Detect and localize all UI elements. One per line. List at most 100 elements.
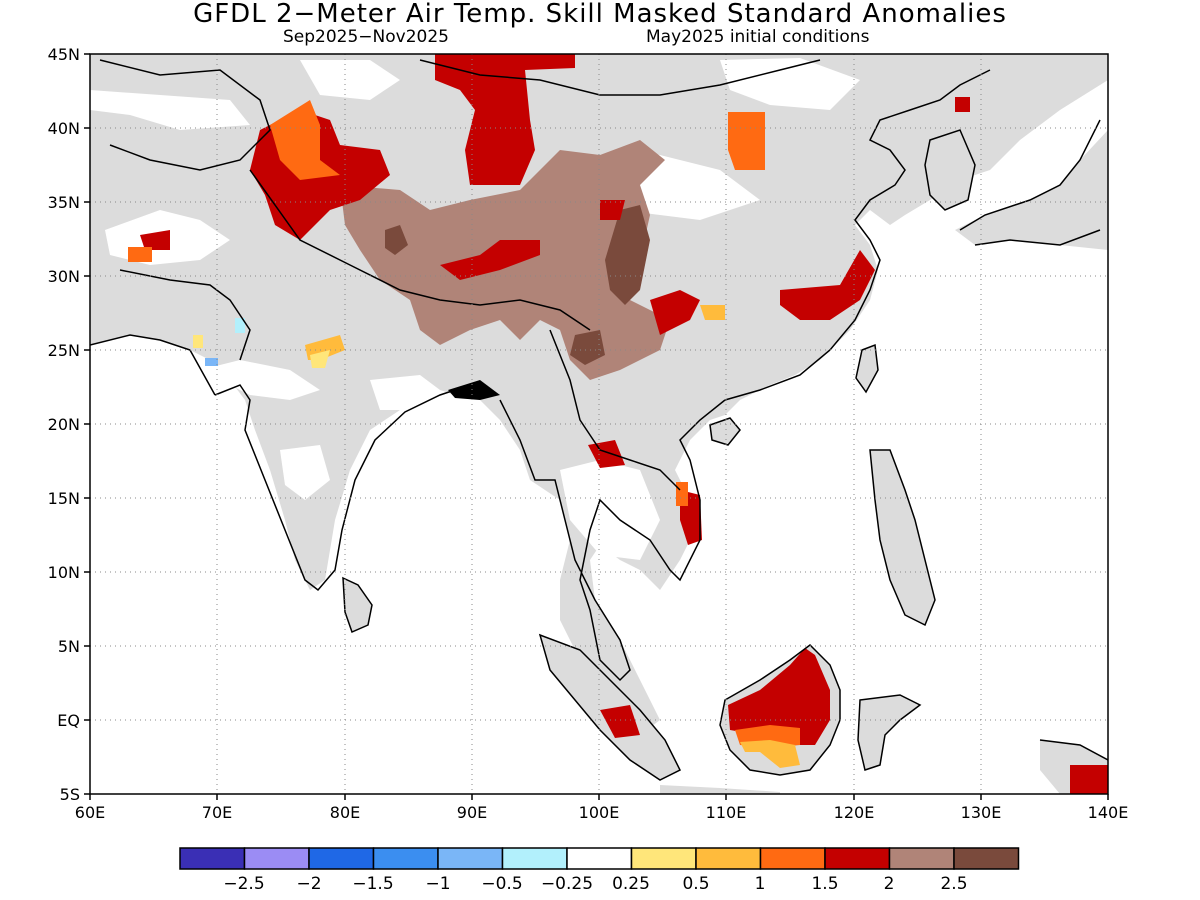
colorbar-swatch [695,847,762,870]
lon-tick-label: 70E [202,803,232,822]
colorbar-label: −1.5 [352,874,393,894]
patch-south-india [280,445,330,500]
anomaly-korea-2 [955,97,970,112]
coast-philippines [869,449,936,627]
colorbar-swatches [179,847,1020,870]
anomaly-pamir-1_5 [270,100,340,180]
lon-tick-label: 90E [457,803,487,822]
lon-tick-marks [89,794,1109,800]
colorbar-swatch [888,847,955,870]
anomaly-nepal-2 [440,240,540,280]
colorbar-swatch [759,847,826,870]
land-taiwan [856,345,878,392]
lat-tick-label: 30N [48,267,80,286]
ganges-delta [448,380,500,400]
coast-taiwan [855,343,879,394]
anomaly-southchina-2 [780,250,875,320]
patch-kazakh [300,60,400,100]
lat-tick-label: 45N [48,45,80,64]
patch-india-west [200,360,320,400]
anomaly-borneo-2 [728,648,830,745]
coastlines [90,59,1108,781]
lat-tick-label: EQ [57,711,80,730]
anomaly-mongolia-1_5 [728,112,765,170]
patch-india-east [370,375,440,410]
anomaly-gujarat-neg [205,358,218,366]
map-title: GFDL 2−Meter Air Temp. Skill Masked Stan… [193,0,1007,29]
land-java [660,785,780,794]
colorbar-label: −2 [296,874,321,894]
colorbar-label: 2.5 [940,874,967,894]
lat-tick-label: 40N [48,119,80,138]
lat-tick-marks [84,53,90,795]
anomaly-dark-west [385,225,408,255]
lat-tick-label: 10N [48,563,80,582]
coast-indochina [499,399,726,682]
lon-tick-label: 130E [961,803,1002,822]
anomaly-sumatra-2 [600,705,640,738]
coast-japan [959,119,1101,231]
grid-lines [90,54,1108,794]
coast-sulawesi [857,694,922,771]
anomaly-dark-tibet [605,205,650,305]
colorbar-label: 0.5 [682,874,709,894]
anomaly-tarim-2 [435,54,575,185]
season-label: Sep2025−Nov2025 [283,27,449,47]
lat-tick-label: 35N [48,193,80,212]
colorbar-label: −1 [425,874,450,894]
colorbar-label: 2 [884,874,895,894]
anomaly-dark-south [570,330,605,365]
lon-tick-label: 140E [1088,803,1129,822]
coast-korea [924,129,976,211]
colorbar-swatch [308,847,375,870]
colorbar-swatch [179,847,246,870]
coast-hainan [709,417,741,446]
anomaly-borneo-1 [740,740,800,768]
colorbar-swatch [630,847,697,870]
land-korea [925,130,975,210]
lat-tick-labels: 5S EQ 5N 10N 15N 20N 25N 30N 35N 40N 45N [48,45,80,804]
coast-japan-south [974,229,1101,246]
initial-conditions-label: May2025 initial conditions [646,27,870,47]
colorbar-swatch [953,847,1020,870]
land-sumatra [540,635,680,780]
lon-tick-label: 60E [75,803,105,822]
anomaly-gansu-2 [600,200,625,220]
coast-sri-lanka [342,576,373,634]
lat-tick-label: 15N [48,489,80,508]
border-himalaya [249,169,591,331]
patch-north-china [720,58,860,110]
colorbar-label: 1 [755,874,766,894]
colorbar-label: 1.5 [811,874,838,894]
anomaly-yunnan-2 [650,290,700,335]
lat-tick-label: 25N [48,341,80,360]
anomaly-pakistan-0_5 [193,335,203,348]
anomaly-yunnan-1 [700,305,725,320]
colorbar-label: −2.5 [223,874,264,894]
border-south-asia [119,269,251,361]
coast-borneo [719,644,841,776]
colorbar: −2.5 −2 −1.5 −1 −0.5 −0.25 0.25 0.5 1 1.… [179,847,1020,894]
lat-tick-label: 5S [60,785,80,804]
land-philippines [870,450,935,625]
coast-sumatra [538,633,682,781]
colorbar-swatch [372,847,439,870]
colorbar-swatch [243,847,310,870]
lat-tick-label: 5N [58,637,80,656]
coast-new-guinea [1039,739,1108,761]
colorbar-swatch [566,847,633,870]
colorbar-label: −0.5 [481,874,522,894]
land-sri-lanka [343,578,372,632]
coast-arabia [90,334,216,396]
border-indochina [549,329,681,491]
anomaly-iran-1_5 [128,247,152,262]
anomaly-india-0_5 [310,350,330,368]
land-japan [955,130,1108,250]
map-plot-area [90,54,1108,794]
border-central-asia [99,59,271,171]
anomaly-pakistan-neg [235,318,245,333]
lon-tick-label: 120E [834,803,875,822]
colorbar-label: −0.25 [541,874,593,894]
lon-tick-labels: 60E 70E 80E 90E 100E 110E 120E 130E 140E [75,803,1129,822]
